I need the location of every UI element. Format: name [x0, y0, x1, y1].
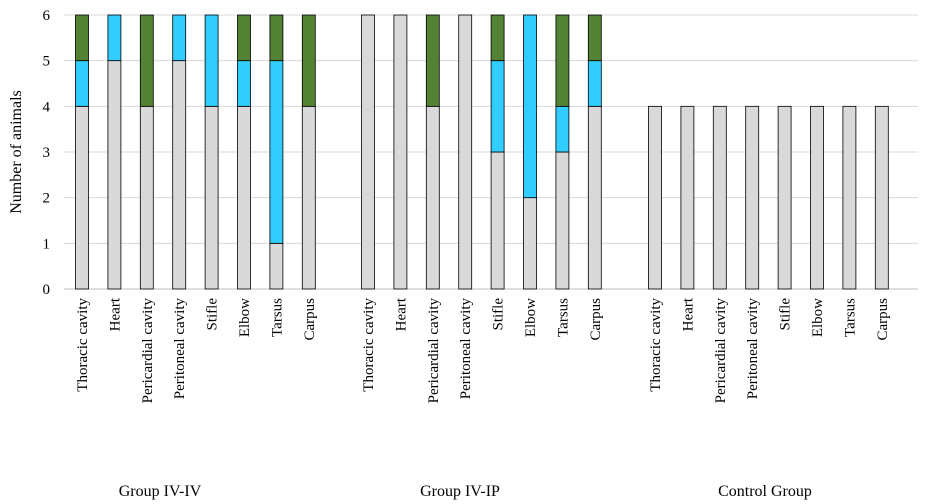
bar-segment [172, 14, 187, 62]
x-category-label: Tarsus [555, 298, 571, 337]
bar-segment [393, 14, 408, 290]
bar-segment [301, 105, 316, 290]
x-category-label: Pericardial cavity [140, 298, 156, 404]
y-tick-label-1: 1 [43, 236, 51, 252]
bar-segment [555, 151, 570, 290]
x-category-label: Pericardial cavity [426, 298, 442, 404]
bar-segment [523, 14, 537, 199]
bar-segment [237, 14, 251, 62]
x-category-label: Peritoneal cavity [172, 298, 188, 400]
bar-segment [237, 60, 251, 107]
x-category-label: Tarsus [269, 298, 285, 337]
bar-segment [874, 105, 889, 290]
x-category-label: Elbow [237, 298, 253, 337]
bar-segment [587, 105, 602, 290]
bar-segment [139, 105, 154, 290]
bar-segment [269, 14, 284, 62]
y-tick-label-2: 2 [43, 191, 51, 207]
y-tick-label-0: 0 [43, 282, 51, 298]
bar-segment [523, 197, 537, 290]
bar-segment [810, 105, 824, 290]
bar-segment [269, 60, 284, 244]
bar-segment [204, 14, 219, 107]
group-label: Control Group [718, 483, 812, 500]
bar-segment [425, 14, 440, 107]
group-labels: Group IV-IV Group IV-IP Control Group [119, 483, 812, 500]
x-category-label: Peritoneal cavity [458, 298, 474, 400]
bar-segment [458, 14, 473, 290]
x-category-label: Thoracic cavity [648, 298, 664, 392]
x-category-label: Heart [393, 297, 409, 331]
x-category-label: Peritoneal cavity [745, 298, 761, 400]
bar-segment [842, 105, 857, 290]
bar-segment [587, 60, 602, 107]
bar-segment [555, 14, 570, 107]
bar-segment [712, 105, 727, 290]
x-category-label: Thoracic cavity [75, 298, 91, 392]
y-axis-ticks: 0 1 2 3 4 5 6 [43, 8, 51, 298]
bar-segment [490, 14, 505, 62]
bar-segment [490, 151, 505, 290]
bar-segment [75, 105, 89, 290]
x-axis-category-labels: Thoracic cavity Heart Pericardial cavity Pe… [75, 297, 891, 403]
bar-segment [139, 14, 154, 107]
y-tick-label-4: 4 [43, 99, 51, 115]
x-category-label: Tarsus [842, 298, 858, 337]
bar-segment [555, 105, 570, 153]
bar-segment [75, 60, 89, 107]
group-label: Group IV-IP [420, 483, 500, 500]
x-category-label: Stifle [491, 298, 507, 331]
bar-segment [425, 105, 440, 290]
bar-segment [648, 105, 662, 290]
x-category-label: Carpus [588, 298, 604, 341]
x-category-label: Thoracic cavity [361, 298, 377, 392]
bar-segment [237, 105, 251, 290]
bar-series [75, 14, 889, 290]
bar-segment [587, 14, 602, 62]
x-category-label: Carpus [875, 298, 891, 341]
x-category-label: Stifle [778, 298, 794, 331]
bar-segment [107, 60, 122, 290]
x-category-label: Pericardial cavity [713, 298, 729, 404]
bar-segment [204, 105, 219, 290]
bar-segment [107, 14, 122, 62]
bar-segment [75, 14, 89, 62]
bar-segment [777, 105, 792, 290]
bar-segment [269, 242, 284, 290]
x-category-label: Carpus [302, 298, 318, 341]
x-category-label: Elbow [523, 298, 539, 337]
bar-segment [745, 105, 760, 290]
bar-segment [490, 60, 505, 153]
y-tick-label-6: 6 [43, 8, 51, 24]
x-category-label: Elbow [810, 298, 826, 337]
y-axis-title: Number of animals [8, 90, 25, 214]
y-tick-label-5: 5 [43, 54, 51, 70]
bar-segment [361, 14, 375, 290]
bar-segment [680, 105, 695, 290]
bar-segment [301, 14, 316, 107]
group-label: Group IV-IV [119, 483, 202, 500]
x-category-label: Heart [680, 297, 696, 331]
bar-segment [172, 60, 187, 290]
y-tick-label-3: 3 [43, 145, 51, 161]
x-category-label: Stifle [205, 298, 221, 331]
x-category-label: Heart [107, 297, 123, 331]
